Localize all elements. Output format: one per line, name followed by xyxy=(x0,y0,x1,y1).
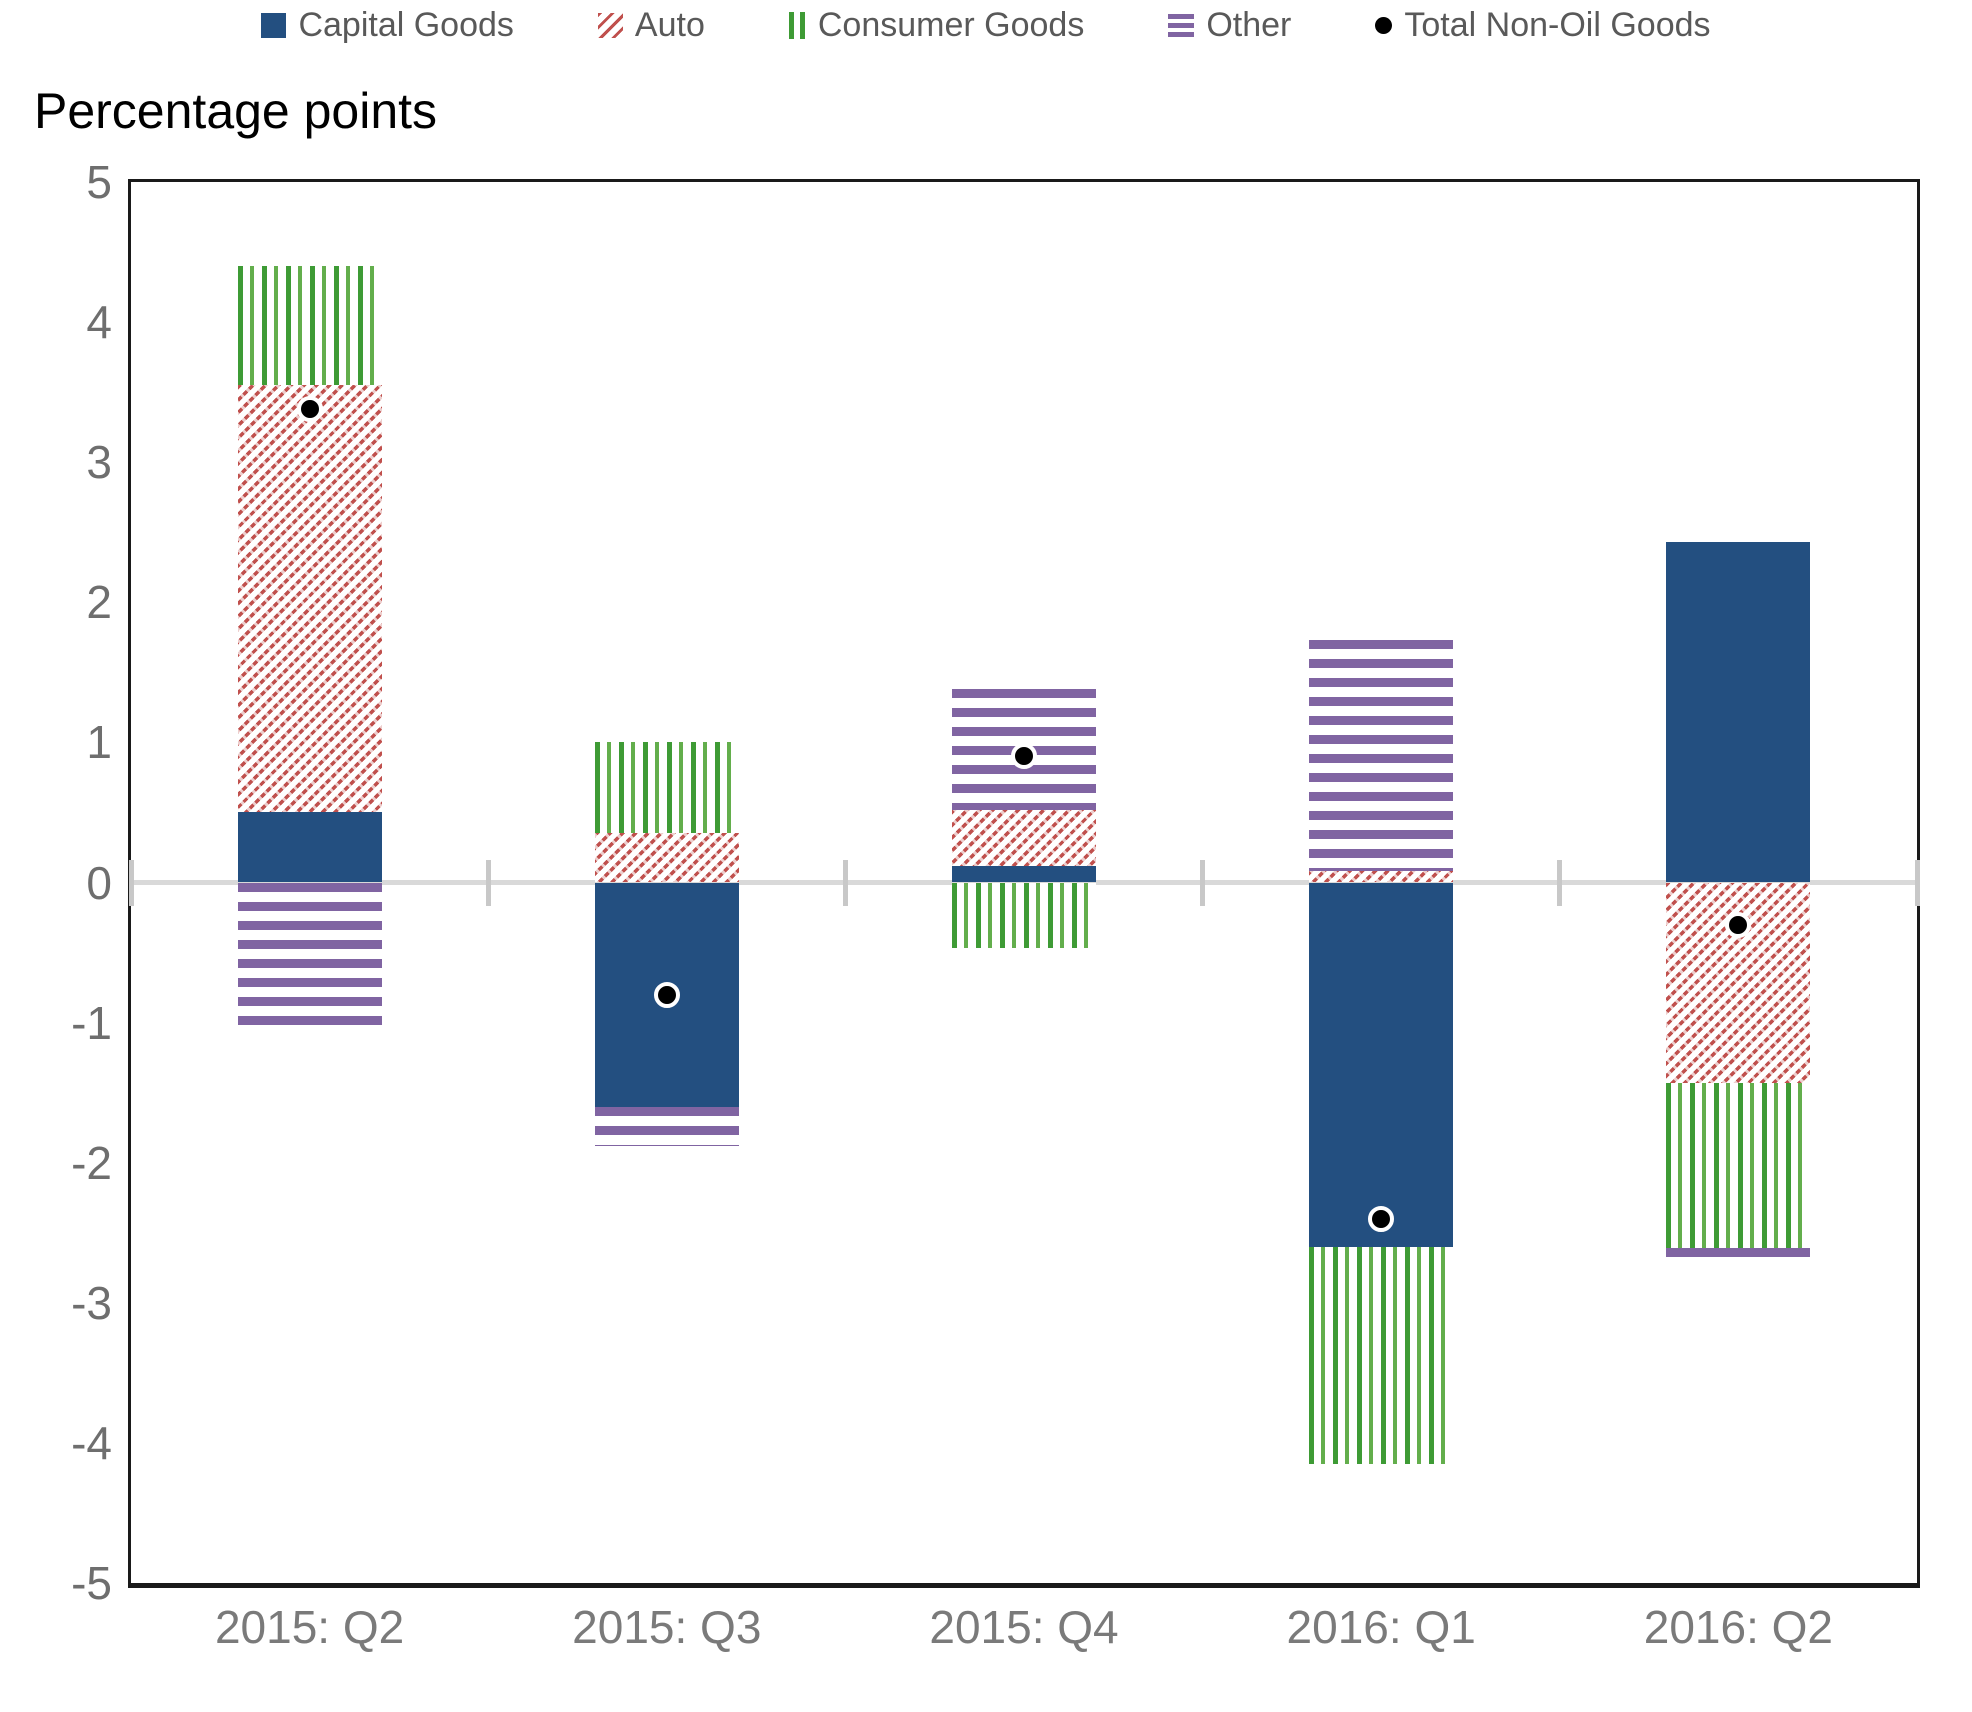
y-tick-label: 2 xyxy=(86,576,112,629)
bar-segment-consumer-goods xyxy=(1309,1246,1454,1464)
category-tick xyxy=(1557,859,1563,906)
x-axis-label: 2015: Q3 xyxy=(572,1601,762,1653)
category-tick xyxy=(128,859,134,906)
bar-segment-consumer-goods xyxy=(237,266,382,386)
bar-segment-capital-goods xyxy=(952,865,1096,883)
legend: Capital Goods Auto Consumer Goods Other … xyxy=(0,6,1972,45)
bar-segment-other xyxy=(594,1106,739,1146)
bar-segment-auto xyxy=(1309,871,1454,883)
total-non-oil-goods-dot xyxy=(296,395,323,422)
legend-label-consumer-goods: Consumer Goods xyxy=(817,6,1085,44)
y-tick-label: -1 xyxy=(71,996,112,1049)
category-tick xyxy=(485,859,491,906)
legend-label-capital-goods: Capital Goods xyxy=(298,6,514,44)
other-swatch-icon xyxy=(1168,13,1195,38)
bar-segment-other xyxy=(1309,640,1454,872)
total-dot-swatch-icon xyxy=(1375,17,1393,34)
bar-segment-other xyxy=(237,882,382,1030)
bar-segment-capital-goods xyxy=(1309,882,1454,1247)
y-tick-label: 4 xyxy=(86,296,112,349)
bar-segment-consumer-goods xyxy=(1666,1082,1811,1249)
total-non-oil-goods-dot xyxy=(1368,1205,1395,1232)
y-axis-title: Percentage points xyxy=(34,83,438,139)
legend-label-auto: Auto xyxy=(634,6,705,44)
legend-item-total-non-oil-goods: Total Non-Oil Goods xyxy=(1375,6,1711,45)
y-tick-label: 1 xyxy=(86,716,112,769)
capital-goods-swatch-icon xyxy=(261,13,287,38)
category-tick xyxy=(1914,859,1920,906)
total-non-oil-goods-dot xyxy=(653,981,680,1008)
auto-swatch-icon xyxy=(597,13,623,38)
legend-label-other: Other xyxy=(1206,6,1292,44)
bar-segment-auto xyxy=(237,385,382,813)
bar-segment-consumer-goods xyxy=(952,882,1096,949)
y-tick-label: 5 xyxy=(86,156,112,208)
legend-item-other: Other xyxy=(1168,6,1291,45)
legend-label-total-non-oil-goods: Total Non-Oil Goods xyxy=(1404,6,1711,44)
consumer-goods-swatch-icon xyxy=(788,12,806,39)
legend-item-capital-goods: Capital Goods xyxy=(261,6,514,45)
bar-segment-consumer-goods xyxy=(594,742,739,834)
bar-segment-auto xyxy=(952,809,1096,866)
category-tick xyxy=(1200,859,1206,906)
y-tick-label: 3 xyxy=(86,436,112,489)
total-non-oil-goods-dot xyxy=(1011,743,1037,770)
bar-segment-other xyxy=(1666,1248,1811,1257)
legend-item-consumer-goods: Consumer Goods xyxy=(788,6,1085,45)
x-axis-label: 2015: Q2 xyxy=(214,1601,405,1653)
x-axis-label: 2016: Q1 xyxy=(1286,1601,1476,1653)
x-axis-label: 2016: Q2 xyxy=(1643,1601,1834,1653)
bar-segment-capital-goods xyxy=(1666,542,1811,883)
y-tick-label: -5 xyxy=(71,1557,112,1609)
legend-item-auto: Auto xyxy=(597,6,705,45)
y-tick-label: -4 xyxy=(71,1416,112,1469)
bar-segment-capital-goods xyxy=(237,812,382,883)
total-non-oil-goods-dot xyxy=(1725,911,1752,938)
bar-segment-auto xyxy=(594,833,739,883)
category-tick xyxy=(842,859,848,906)
y-tick-label: 0 xyxy=(86,856,112,909)
x-axis-label: 2015: Q4 xyxy=(929,1601,1119,1653)
y-tick-label: -3 xyxy=(71,1276,112,1329)
y-tick-label: -2 xyxy=(71,1136,112,1189)
